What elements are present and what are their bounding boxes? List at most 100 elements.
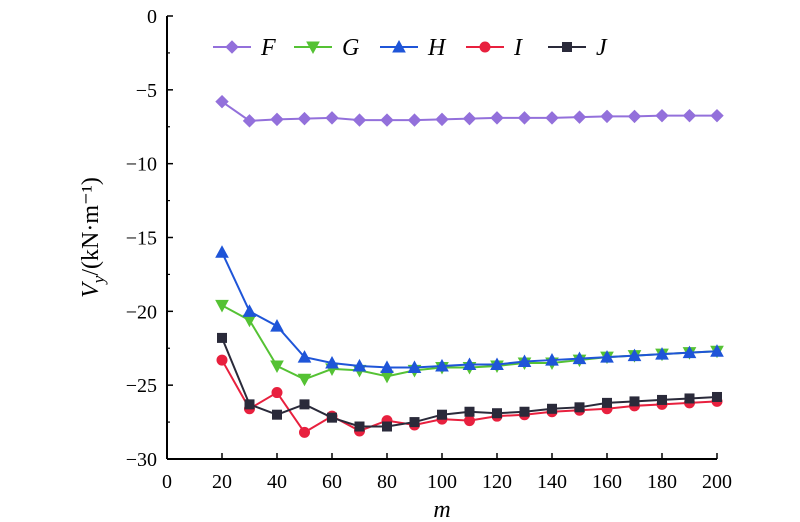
legend-item-i: I: [466, 35, 523, 61]
series-f-point: [682, 108, 697, 123]
series-j-point: [547, 403, 557, 414]
series-j-point: [272, 409, 282, 420]
series-j-point: [299, 399, 310, 410]
series-f-point: [627, 109, 642, 124]
series-j-point: [574, 402, 585, 413]
x-tick-label: 200: [702, 471, 732, 493]
series-h: [215, 245, 724, 373]
series-h-point: [462, 357, 477, 370]
series-i-point: [299, 426, 310, 438]
legend-label: G: [342, 35, 359, 61]
series-f-point: [352, 113, 367, 127]
series-i-point: [216, 354, 228, 366]
series-j-point: [437, 409, 447, 420]
series-f-point: [215, 94, 229, 109]
legend-swatch-marker: [479, 41, 491, 53]
series-f-point: [545, 111, 559, 125]
legend-label: J: [596, 35, 608, 61]
series-h-line: [221, 251, 718, 369]
series-j-point: [382, 421, 392, 432]
y-tick-label: −25: [126, 375, 157, 397]
series-h-point: [325, 355, 339, 369]
series-f-point: [490, 111, 504, 125]
legend: F G H I J: [213, 35, 608, 61]
series-j-point: [244, 399, 255, 410]
x-tick-label: 60: [322, 471, 342, 493]
y-axis-ticks: 0 −5 −10 −15 −20 −25 −30: [126, 6, 173, 471]
series-j-point: [464, 406, 475, 417]
series-f-point: [270, 112, 284, 127]
series-h-point: [600, 350, 614, 363]
axes: [166, 16, 717, 460]
series-f-point: [325, 111, 339, 125]
series-g-point: [380, 370, 394, 384]
x-tick-label: 40: [267, 471, 287, 493]
series-h-point: [572, 351, 587, 365]
legend-swatch-marker: [225, 40, 239, 54]
series-f: [215, 94, 724, 128]
legend-label: H: [427, 35, 447, 61]
x-tick-label: 80: [377, 471, 397, 493]
series-f-point: [297, 111, 312, 126]
series-h-point: [655, 347, 669, 360]
series-i-point: [271, 387, 283, 399]
series-j-point: [327, 412, 337, 423]
series-j-point: [712, 391, 722, 402]
series-j-point: [217, 332, 227, 343]
series-h-point: [545, 353, 559, 366]
series-h-point: [435, 358, 449, 372]
y-tick-label: −20: [126, 301, 157, 323]
series-h-point: [682, 345, 697, 359]
series-j-point: [409, 417, 420, 428]
series-j-point: [354, 421, 365, 432]
series-h-point: [407, 360, 422, 373]
x-tick-label: 120: [482, 471, 512, 493]
series-f-point: [572, 110, 587, 124]
x-tick-label: 180: [647, 471, 677, 493]
series-f-point: [242, 114, 257, 128]
y-tick-label: 0: [147, 6, 157, 28]
y-axis-title-main: V: [78, 281, 104, 298]
x-tick-label: 0: [162, 471, 172, 493]
y-axis-title-unit: /(kN·m⁻¹): [78, 177, 104, 276]
series-g-point: [297, 373, 312, 387]
legend-label: F: [260, 35, 276, 61]
y-tick-label: −15: [126, 228, 157, 250]
series-f-point: [517, 111, 532, 125]
series-h-point: [490, 357, 504, 370]
series-f-point: [407, 113, 422, 127]
x-axis-ticks: 0 20 40 60 80 100 120 140 160 180 200: [162, 453, 732, 493]
y-axis-title-sub: y: [89, 275, 108, 285]
series-i-point: [464, 415, 475, 427]
legend-swatch-marker: [392, 39, 406, 53]
y-axis-title: Vy/(kN·m⁻¹): [78, 177, 108, 298]
legend-item-h: H: [380, 35, 447, 61]
series-h-point: [270, 319, 284, 332]
legend-item-j: J: [548, 35, 608, 61]
series-f-point: [380, 113, 394, 127]
legend-item-g: G: [294, 35, 359, 61]
y-tick-label: −5: [136, 80, 157, 102]
x-tick-label: 160: [592, 471, 622, 493]
series-h-point: [352, 358, 367, 372]
series-h-point: [380, 360, 394, 373]
series-f-point: [710, 108, 724, 123]
x-tick-label: 140: [537, 471, 567, 493]
series-h-point: [297, 350, 312, 363]
series-g-point: [242, 314, 257, 328]
series-f-point: [435, 112, 449, 127]
series-h-point: [517, 354, 532, 368]
series-j-point: [684, 393, 695, 404]
legend-swatch-marker: [562, 42, 572, 52]
series-f-point: [462, 111, 477, 126]
x-tick-label: 100: [427, 471, 457, 493]
series-h-point: [215, 245, 229, 258]
series-j: [217, 332, 722, 432]
legend-label: I: [513, 35, 523, 61]
y-tick-label: −30: [126, 449, 157, 471]
series-j-point: [492, 408, 502, 419]
legend-swatch-marker: [306, 41, 320, 55]
series-g-point: [215, 299, 229, 313]
series-j-point: [519, 406, 530, 417]
